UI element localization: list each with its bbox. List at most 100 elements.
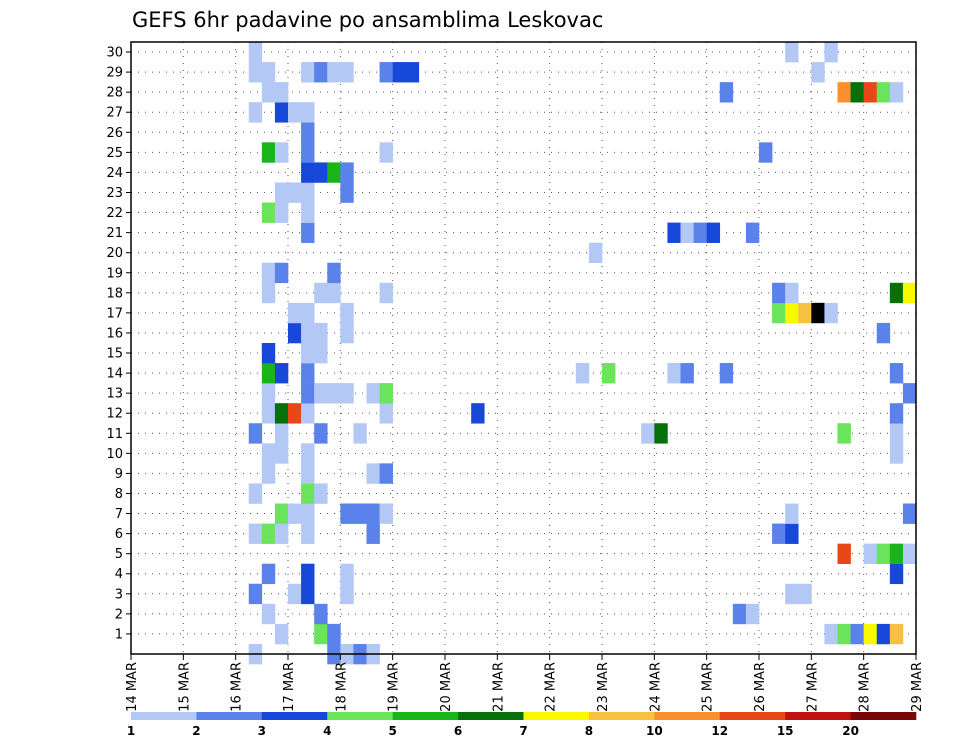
heatmap-cell (301, 102, 315, 123)
colorbar-swatch (261, 712, 328, 720)
heatmap-cell (327, 623, 341, 645)
heatmap-cell (301, 563, 315, 585)
heatmap-cell (301, 363, 315, 384)
colorbar-label: 8 (585, 724, 593, 738)
heatmap-cell (889, 423, 904, 444)
y-tick-label: 21 (106, 226, 123, 241)
y-axis: 1234567891011121314151617181920212223242… (106, 46, 131, 642)
heatmap-cell (680, 222, 694, 243)
heatmap-cell (850, 82, 864, 103)
heatmap-cell (824, 623, 838, 645)
y-tick-label: 30 (106, 46, 123, 61)
colorbar-swatch (785, 712, 851, 720)
chart-title: GEFS 6hr padavine po ansamblima Leskovac (132, 8, 603, 32)
heatmap-cell (274, 503, 289, 524)
heatmap-cell (379, 142, 393, 163)
heatmap-cell (876, 322, 891, 344)
heatmap-cell (798, 302, 812, 324)
heatmap-cell (288, 102, 302, 123)
heatmap-cell (261, 563, 276, 585)
heatmap-cell (366, 503, 380, 524)
heatmap-cell (274, 423, 289, 444)
heatmap-cell (288, 503, 302, 524)
y-tick-label: 19 (106, 266, 123, 281)
heatmap-cell (667, 222, 681, 243)
heatmap-cell (248, 62, 263, 83)
y-tick-label: 11 (106, 427, 123, 442)
heatmap-cell (667, 363, 681, 384)
heatmap-cell (314, 322, 328, 344)
y-tick-label: 5 (115, 547, 123, 562)
heatmap-cell (824, 42, 838, 63)
colorbar-swatch (850, 712, 917, 720)
heatmap-cell (301, 322, 315, 344)
heatmap-cell (261, 82, 276, 103)
y-tick-label: 6 (115, 527, 123, 542)
heatmap-cell (340, 583, 354, 605)
heatmap-cell (340, 503, 354, 524)
heatmap-cell (274, 363, 289, 384)
heatmap-cell (379, 503, 393, 524)
x-tick-label: 25 MAR (701, 662, 716, 712)
heatmap-cell (876, 543, 891, 565)
heatmap-cell (261, 142, 276, 163)
heatmap-cell (288, 302, 302, 324)
heatmap-cell (719, 363, 734, 384)
colorbar-swatch (327, 712, 393, 720)
heatmap-cell (889, 282, 904, 304)
heatmap-cell (301, 182, 315, 203)
heatmap-cell (340, 383, 354, 404)
colorbar-label: 1 (127, 724, 135, 738)
y-tick-label: 27 (106, 106, 123, 121)
heatmap-cell (340, 563, 354, 585)
y-tick-label: 20 (106, 246, 123, 261)
heatmap-cell (327, 282, 341, 304)
heatmap-cell (261, 443, 276, 464)
heatmap-cell (248, 523, 263, 544)
colorbar-swatch (588, 712, 655, 720)
heatmap-cell (772, 523, 786, 544)
heatmap-cell (261, 603, 276, 625)
heatmap-cell (301, 302, 315, 324)
heatmap-cell (889, 82, 904, 103)
heatmap-cell (379, 403, 393, 424)
heatmap-cell (288, 403, 302, 424)
heatmap-cell (693, 222, 707, 243)
heatmap-cell (759, 142, 773, 163)
colorbar-label: 7 (519, 724, 527, 738)
heatmap-cell (261, 282, 276, 304)
heatmap-cell (863, 623, 878, 645)
y-tick-label: 7 (115, 507, 123, 522)
y-tick-label: 26 (106, 126, 123, 141)
x-tick-label: 28 MAR (858, 662, 873, 712)
y-tick-label: 18 (106, 286, 123, 301)
y-tick-label: 14 (106, 367, 123, 382)
colorbar-swatch (196, 712, 263, 720)
heatmap-cell (772, 282, 786, 304)
y-tick-label: 23 (106, 186, 123, 201)
heatmap-cell (340, 322, 354, 344)
colorbar-label: 15 (777, 724, 794, 738)
heatmap-cell (301, 222, 315, 243)
heatmap-cell (274, 623, 289, 645)
heatmap-cell (301, 583, 315, 605)
heatmap-cell (785, 583, 799, 605)
heatmap-cell (641, 423, 655, 444)
heatmap-cell (301, 162, 315, 183)
heatmap-cell (785, 282, 799, 304)
x-tick-label: 22 MAR (544, 662, 559, 712)
colorbar-swatch (131, 712, 197, 720)
y-tick-label: 16 (106, 326, 123, 341)
heatmap-cell (301, 483, 315, 504)
heatmap-cell (837, 423, 851, 444)
heatmap-cell (876, 82, 891, 103)
y-tick-label: 15 (106, 347, 123, 362)
heatmap-cell (301, 202, 315, 223)
heatmap-cell (863, 82, 878, 103)
colorbar-label: 4 (323, 724, 331, 738)
heatmap-cell (327, 383, 341, 404)
heatmap-cell (837, 82, 851, 103)
heatmap-cell (274, 523, 289, 544)
colorbar-swatch (392, 712, 459, 720)
y-tick-label: 3 (115, 587, 123, 602)
